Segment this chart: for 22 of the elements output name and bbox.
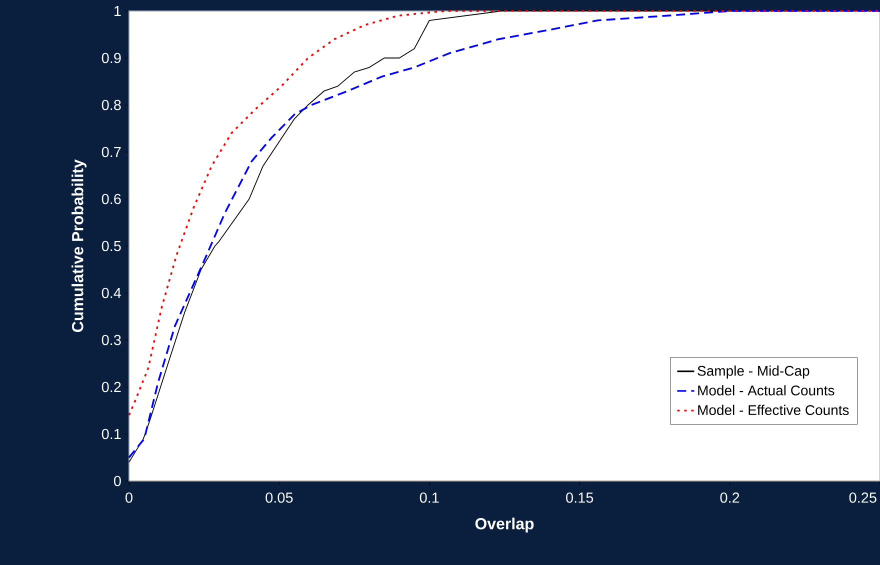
y-tick-label: 0.5 [102,240,121,252]
y-tick-label: 1 [114,6,121,16]
x-tick-label: 0.25 [849,492,876,503]
y-tick-label: 0.3 [102,334,121,346]
y-tick-label: 0.2 [102,382,121,392]
x-axis-title: Overlap [475,518,534,533]
y-tick-label: 0.8 [102,100,121,110]
y-tick-label: 0.4 [102,288,122,298]
y-tick-label: 0.7 [102,146,121,158]
y-tick-label: 0 [114,476,121,486]
y-tick-label: 0.6 [102,194,121,204]
x-tick-label: 0.05 [266,492,293,503]
legend-label: Model - Actual Counts [698,385,834,396]
legend-label: Model - Effective Counts [698,404,849,416]
x-tick-label: 0.1 [420,492,439,503]
legend-label: Sample - Mid-Cap [698,366,810,379]
x-tick-label: 0 [126,492,132,503]
x-tick-label: 0.15 [566,492,594,503]
y-axis-title: Cumulative Probability [72,159,86,332]
x-tick-label: 0.2 [720,492,740,503]
y-tick-label: 0.1 [102,428,121,440]
y-tick-label: 0.9 [102,52,121,64]
